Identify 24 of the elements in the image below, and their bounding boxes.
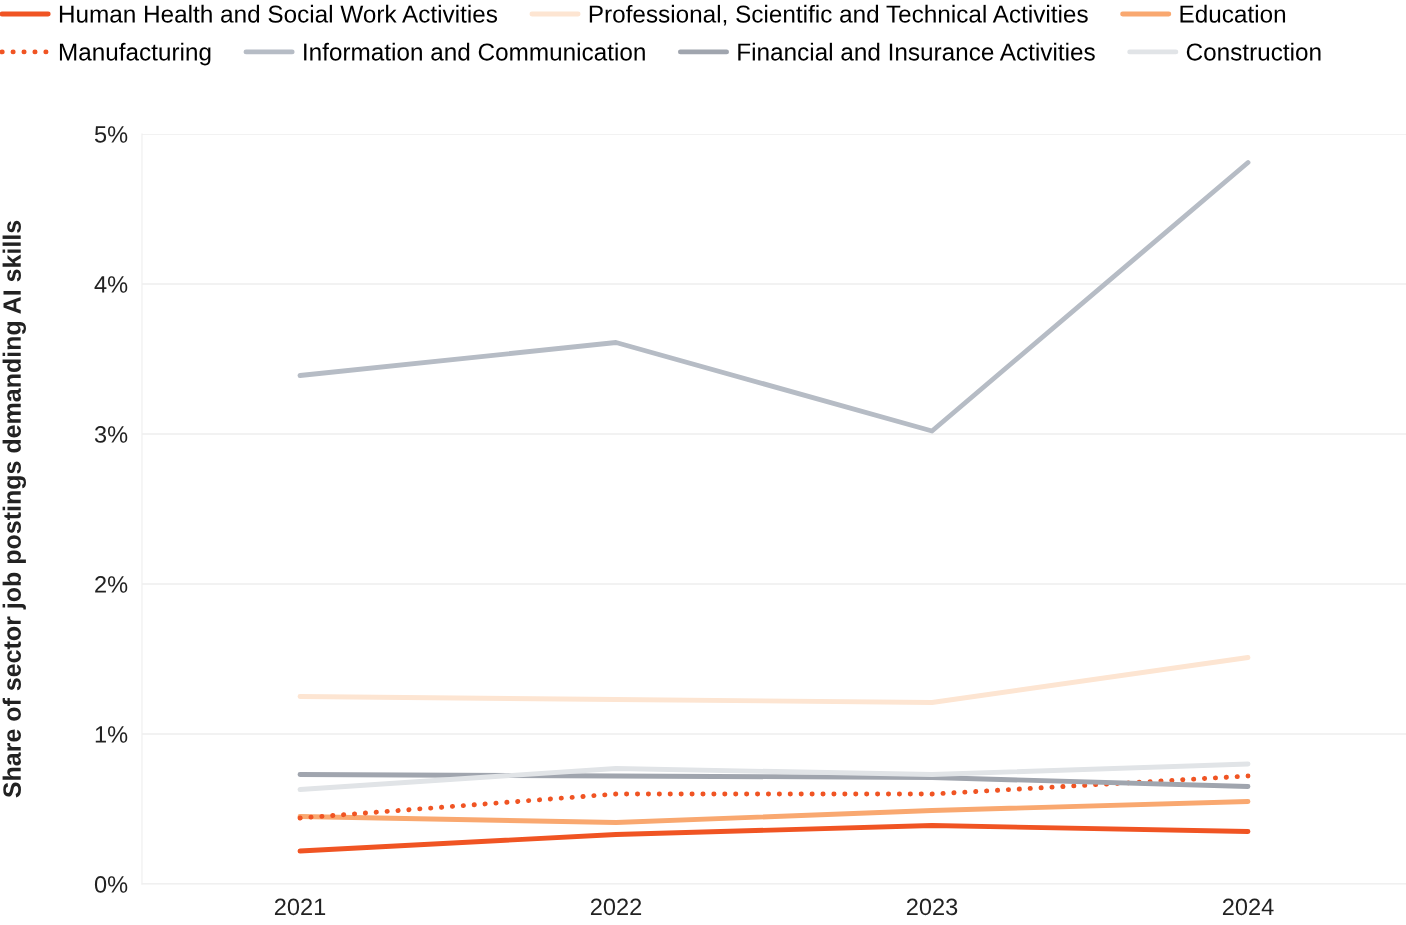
line-series — [297, 160, 1251, 434]
legend-label: Manufacturing — [59, 42, 211, 66]
line-series — [297, 772, 1251, 789]
x-tick-label: 2021 — [274, 898, 326, 916]
legend-label: Education — [1180, 4, 1286, 23]
y-tick-label: 1% — [95, 726, 128, 743]
x-tick-label: 2023 — [906, 898, 958, 916]
y-tick-label: 2% — [95, 576, 128, 593]
line-series — [297, 799, 1251, 825]
line-series — [297, 823, 1251, 854]
line-series — [297, 655, 1251, 705]
x-tick-label: 2022 — [590, 898, 642, 916]
x-tick-label: 2024 — [1222, 898, 1274, 916]
line-series — [297, 761, 1251, 792]
y-tick-label: 3% — [94, 426, 128, 443]
legend-label: Financial and Insurance Activities — [738, 42, 1095, 61]
legend-label: Professional, Scientific and Technical Activities — [589, 4, 1088, 26]
legend-label: Construction — [1186, 42, 1321, 61]
y-tick-label: 5% — [94, 126, 128, 143]
y-tick-label: 0% — [94, 876, 128, 893]
legend-label: Human Health and Social Work Activities — [59, 4, 498, 23]
legend-label: Information and Communication — [304, 42, 645, 61]
y-axis-title: Share of sector job postings demanding AI skills — [2, 220, 26, 798]
y-tick-label: 4% — [94, 276, 128, 293]
